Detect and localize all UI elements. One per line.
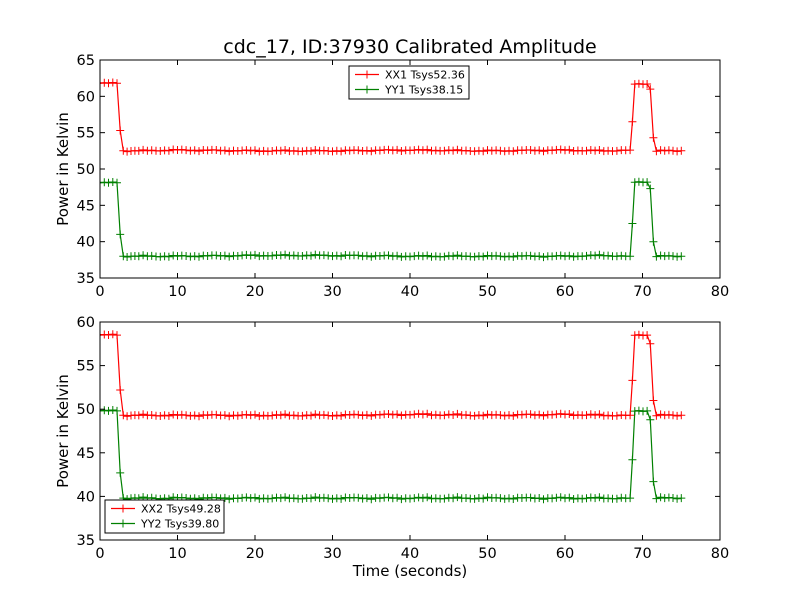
legend: XX2 Tsys49.28 YY2 Tsys39.80 — [104, 499, 225, 534]
series-1-group — [100, 330, 686, 421]
x-tick-label: 60 — [556, 284, 574, 300]
x-tick-label: 50 — [478, 546, 496, 562]
chart-title: cdc_17, ID:37930 Calibrated Amplitude — [223, 36, 596, 58]
y-tick-label: 35 — [77, 533, 95, 549]
series-markers-2 — [100, 406, 686, 504]
x-tick-label: 30 — [323, 284, 341, 300]
y-tick-label: 45 — [77, 198, 95, 214]
y-axis-label: Power in Kelvin — [54, 374, 72, 488]
x-tick-label: 20 — [246, 284, 264, 300]
series-2-group — [100, 177, 686, 262]
y-tick-label: 60 — [77, 315, 95, 331]
legend: XX1 Tsys52.36 YY1 Tsys38.15 — [348, 65, 470, 100]
legend-box — [104, 499, 225, 534]
legend-label-2: YY2 Tsys39.80 — [140, 518, 219, 531]
series-2-group — [100, 406, 686, 504]
legend-marker-1 — [119, 504, 127, 513]
bottom-panel: 0 10 20 30 40 50 60 70 80 35 40 45 50 55 60 Power in Ke… — [54, 315, 729, 580]
x-tick-label: 80 — [711, 546, 729, 562]
x-tick-label: 40 — [401, 284, 419, 300]
series-markers-2 — [100, 177, 686, 262]
series-1-group — [100, 78, 686, 156]
x-tick-label: 40 — [401, 546, 419, 562]
x-tick-label: 70 — [633, 284, 651, 300]
x-tick-label: 80 — [711, 284, 729, 300]
legend-marker-2 — [363, 85, 371, 94]
y-tick-label: 55 — [77, 126, 95, 142]
x-tick-label: 30 — [323, 546, 341, 562]
y-tick-label: 60 — [77, 89, 95, 105]
y-tick-label: 65 — [77, 53, 95, 69]
y-tick-label: 40 — [77, 489, 95, 505]
legend-label-1: XX1 Tsys52.36 — [385, 69, 465, 82]
x-tick-label: 10 — [168, 546, 186, 562]
legend-label-2: YY1 Tsys38.15 — [384, 84, 463, 97]
x-tick-label: 20 — [246, 546, 264, 562]
x-tick-label: 70 — [633, 546, 651, 562]
x-tick-label: 0 — [95, 546, 104, 562]
y-tick-label: 55 — [77, 359, 95, 375]
y-tick-label: 50 — [77, 162, 95, 178]
x-axis-label: Time (seconds) — [352, 562, 468, 580]
legend-label-1: XX2 Tsys49.28 — [141, 503, 221, 516]
y-tick-label: 50 — [77, 402, 95, 418]
legend-marker-1 — [363, 70, 371, 79]
x-tick-label: 50 — [478, 284, 496, 300]
legend-box — [348, 65, 470, 100]
series-markers-1 — [100, 330, 686, 421]
legend-marker-2 — [119, 519, 127, 528]
y-tick-label: 45 — [77, 446, 95, 462]
y-tick-label: 40 — [77, 235, 95, 251]
series-markers-1 — [100, 78, 686, 156]
x-tick-label: 60 — [556, 546, 574, 562]
y-axis-label: Power in Kelvin — [54, 112, 72, 226]
x-tick-label: 0 — [95, 284, 104, 300]
y-tick-label: 35 — [77, 271, 95, 287]
x-tick-label: 10 — [168, 284, 186, 300]
top-panel: 0 10 20 30 40 50 60 70 80 35 40 45 50 55 60 65 Power in … — [54, 53, 729, 300]
